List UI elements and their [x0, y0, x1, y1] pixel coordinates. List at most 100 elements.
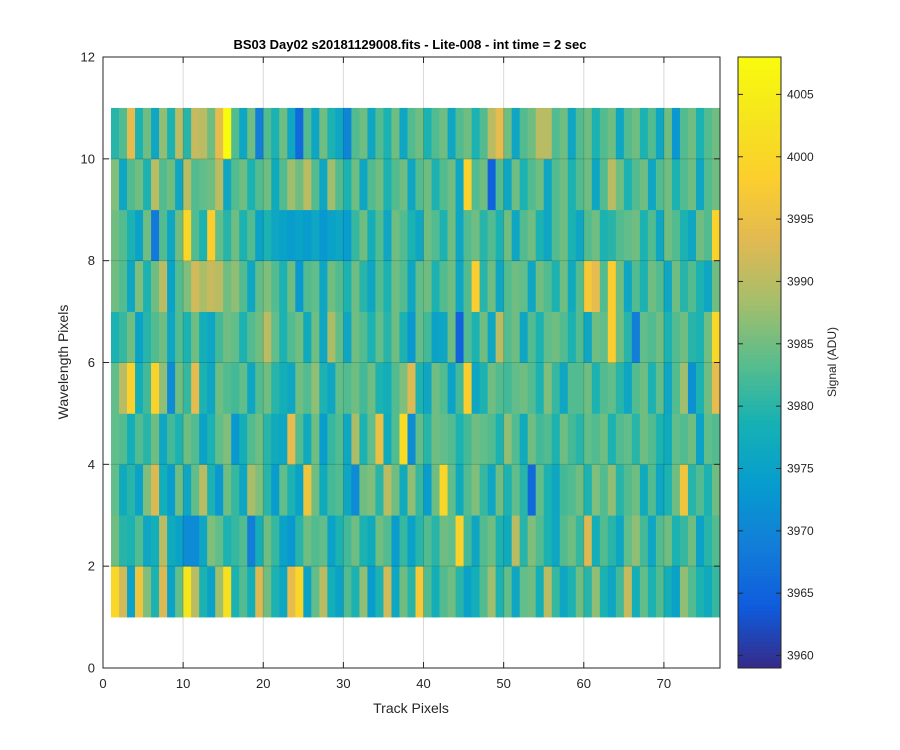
heatmap-cell — [367, 209, 376, 262]
heatmap-cell — [623, 158, 633, 211]
heatmap-cell — [191, 209, 200, 262]
colorbar-segment — [738, 114, 781, 119]
colorbar-segment — [738, 83, 781, 88]
heatmap-cell — [167, 362, 176, 414]
colorbar-segment — [738, 442, 781, 447]
heatmap-cell — [295, 260, 304, 312]
colorbar-segment — [738, 664, 781, 669]
heatmap-cell — [663, 566, 673, 618]
heatmap-cell — [415, 566, 424, 618]
heatmap-cell — [279, 413, 288, 465]
heatmap-cell — [559, 413, 569, 465]
colorbar-segment — [738, 534, 781, 539]
heatmap-cell — [255, 413, 264, 465]
heatmap-cell — [679, 158, 689, 211]
heatmap-cell — [695, 413, 705, 465]
heatmap-cell — [239, 158, 248, 211]
heatmap-cell — [375, 362, 384, 414]
heatmap-cell — [359, 260, 368, 312]
heatmap-cell — [639, 362, 649, 414]
heatmap-cell — [591, 362, 601, 414]
heatmap-cell — [279, 515, 288, 567]
colorbar-segment — [738, 95, 781, 100]
heatmap-cell — [511, 413, 521, 465]
heatmap-cell — [679, 107, 689, 160]
heatmap-cell — [239, 260, 248, 312]
heatmap-cell — [247, 413, 256, 465]
heatmap-cell — [647, 566, 657, 618]
heatmap-cell — [647, 413, 657, 465]
heatmap-cell — [295, 413, 304, 465]
heatmap-cell — [127, 107, 136, 160]
heatmap-cell — [247, 566, 256, 618]
heatmap-cell — [231, 464, 240, 516]
colorbar-segment — [738, 370, 781, 375]
heatmap-cell — [143, 158, 152, 211]
heatmap-cell — [343, 464, 352, 516]
heatmap-cell — [271, 464, 280, 516]
heatmap-cell — [647, 260, 657, 312]
heatmap-cell — [535, 464, 545, 516]
heatmap-cell — [127, 413, 136, 465]
heatmap-cell — [455, 311, 464, 363]
heatmap-cell — [559, 209, 569, 262]
heatmap-cell — [591, 158, 601, 211]
colorbar-segment — [738, 205, 781, 211]
heatmap-cell — [191, 158, 200, 211]
heatmap-cell — [543, 566, 553, 618]
colorbar-segment — [738, 576, 781, 581]
heatmap-cell — [583, 413, 593, 465]
heatmap-cell — [551, 566, 561, 618]
heatmap-cell — [639, 311, 649, 363]
heatmap-cell — [567, 260, 577, 312]
heatmap-cell — [407, 362, 416, 414]
colorbar-tick-label: 4005 — [787, 87, 814, 101]
heatmap-cell — [127, 515, 136, 567]
heatmap-cell — [551, 260, 561, 312]
heatmap-cell — [111, 464, 120, 516]
heatmap-cell — [239, 107, 248, 160]
colorbar-segment — [738, 129, 781, 134]
heatmap-cell — [527, 515, 537, 567]
heatmap-cell — [151, 464, 160, 516]
colorbar-segment — [738, 553, 781, 558]
heatmap-cell — [607, 464, 617, 516]
heatmap-cell — [487, 413, 496, 465]
heatmap-cell — [255, 311, 264, 363]
colorbar-segment — [738, 492, 781, 497]
heatmap-cell — [559, 107, 569, 160]
heatmap-cell — [583, 515, 593, 567]
heatmap-cell — [687, 515, 697, 567]
colorbar-segment — [738, 186, 781, 192]
heatmap-cell — [671, 566, 681, 618]
heatmap-cell — [215, 158, 224, 211]
heatmap-cell — [143, 413, 152, 465]
heatmap-cell — [455, 464, 464, 516]
heatmap-cell — [327, 515, 336, 567]
heatmap-cell — [607, 413, 617, 465]
colorbar-segment — [738, 309, 781, 314]
heatmap-cell — [663, 158, 673, 211]
heatmap-cell — [295, 362, 304, 414]
colorbar-segment — [738, 415, 781, 421]
heatmap-cell — [111, 209, 120, 262]
heatmap-cell — [703, 311, 713, 363]
heatmap-cell — [687, 209, 697, 262]
heatmap-cell — [447, 158, 456, 211]
heatmap-cell — [399, 260, 408, 312]
colorbar-segment — [738, 618, 781, 623]
heatmap-cell — [543, 464, 553, 516]
heatmap-cell — [319, 413, 328, 465]
heatmap-cell — [175, 209, 184, 262]
colorbar-segment — [738, 57, 781, 62]
colorbar-segment — [738, 465, 781, 470]
heatmap-cell — [223, 362, 232, 414]
heatmap-cell — [423, 413, 432, 465]
x-axis-ticks: 0 10 20 30 40 50 60 70 — [99, 57, 671, 691]
heatmap-cell — [175, 464, 184, 516]
heatmap-cell — [407, 311, 416, 363]
heatmap-cell — [439, 311, 448, 363]
heatmap-cell — [527, 311, 537, 363]
heatmap-cell — [671, 362, 681, 414]
heatmap-cell — [431, 566, 440, 618]
